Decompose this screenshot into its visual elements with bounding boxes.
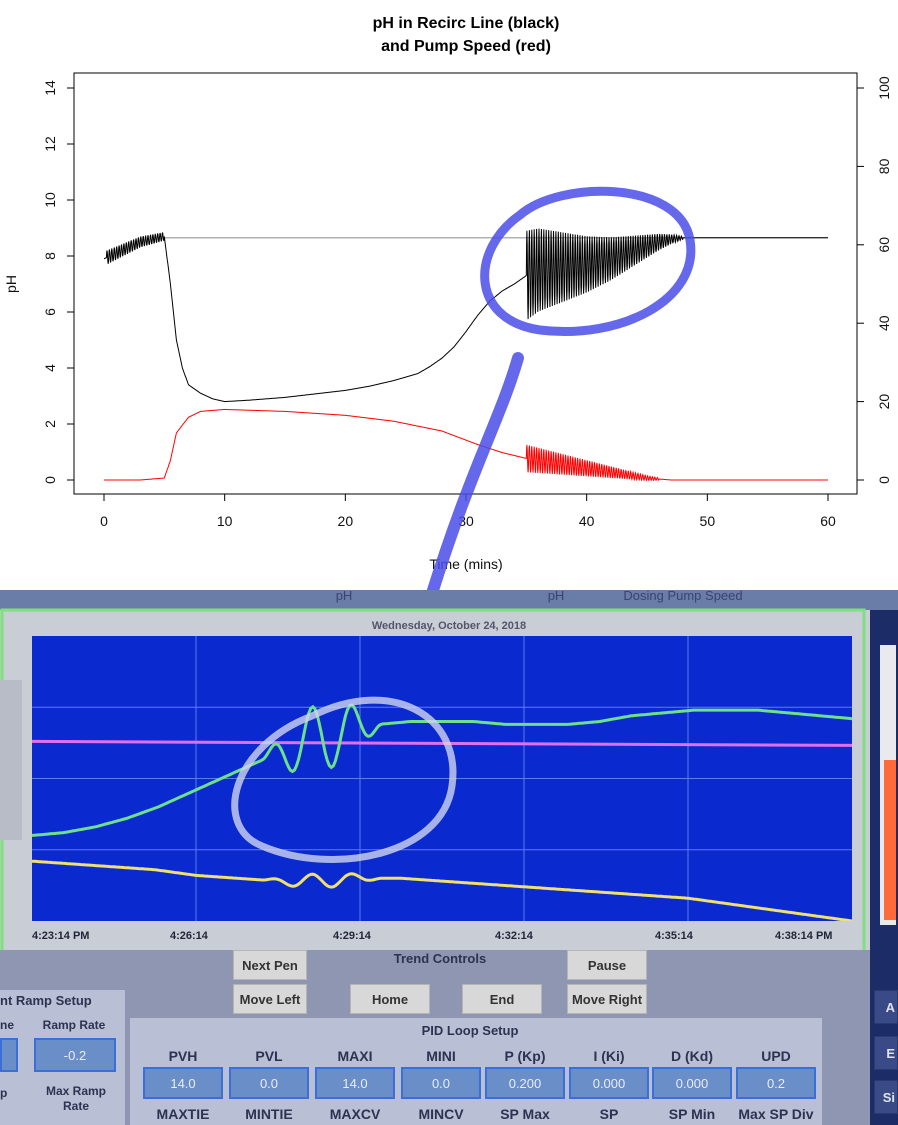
move-left-button[interactable]: Move Left <box>233 984 307 1014</box>
x-tick-label: 60 <box>820 513 836 529</box>
chart-svg: pH in Recirc Line (black) and Pump Speed… <box>3 15 892 606</box>
trend-time-label: 4:29:14 <box>333 930 371 942</box>
ramp-col1-field[interactable] <box>0 1038 18 1072</box>
pid-value-field[interactable]: 14.0 <box>143 1067 223 1099</box>
ph-pen-line <box>32 703 852 837</box>
x-tick-label: 0 <box>100 513 108 529</box>
annotation-circle <box>480 186 696 336</box>
pid-value-field[interactable]: 0.200 <box>485 1067 565 1099</box>
x-tick-label: 20 <box>338 513 354 529</box>
pid-value-field[interactable]: 0.000 <box>569 1067 649 1099</box>
chart-title-line2: and Pump Speed (red) <box>381 38 551 55</box>
trend-time-label: 4:38:14 PM <box>775 930 833 942</box>
y-left-tick-label: 4 <box>42 364 58 372</box>
header-ph-label-2: pH <box>547 590 565 603</box>
y-axis-right: 0 20 40 60 80 100 <box>857 76 892 484</box>
ramp-rate-field[interactable]: -0.2 <box>34 1038 116 1072</box>
trend-time-label: 4:26:14 <box>170 930 208 942</box>
y-axis-left: 0 2 4 6 8 10 12 14 <box>42 80 74 484</box>
annotation-arrow <box>424 352 524 606</box>
y-left-tick-label: 12 <box>42 136 58 152</box>
x-axis: 0 10 20 30 40 50 60 <box>100 494 836 529</box>
pid-value-field[interactable]: 14.0 <box>315 1067 395 1099</box>
ph-pump-chart: pH in Recirc Line (black) and Pump Speed… <box>3 15 892 606</box>
ramp-p-label: p <box>0 1086 8 1100</box>
y-left-tick-label: 0 <box>42 476 58 484</box>
right-edge-button-a[interactable]: A <box>874 990 898 1024</box>
trend-plot <box>32 636 852 921</box>
y-right-tick-label: 60 <box>876 237 892 253</box>
x-tick-label: 50 <box>700 513 716 529</box>
pid-label: Max SP Div <box>738 1106 814 1122</box>
pid-label: MAXTIE <box>156 1106 210 1122</box>
right-edge-button-e[interactable]: E <box>874 1036 898 1070</box>
max-ramp-rate-label: Max Ramp Rate <box>45 1084 107 1113</box>
home-button[interactable]: Home <box>350 984 430 1014</box>
setpoint-pen-line <box>32 739 852 747</box>
pid-label: SP Max <box>500 1106 550 1122</box>
y-right-tick-label: 100 <box>876 76 892 100</box>
pid-label: PVL <box>255 1048 283 1064</box>
chart-title-line1: pH in Recirc Line (black) <box>373 15 560 32</box>
move-right-button[interactable]: Move Right <box>567 984 647 1014</box>
y-right-tick-label: 80 <box>876 158 892 174</box>
trend-date: Wednesday, October 24, 2018 <box>371 620 527 632</box>
y-left-tick-label: 6 <box>42 308 58 316</box>
y-axis-label: pH <box>3 275 19 293</box>
ramp-rate-label: Ramp Rate <box>42 1018 106 1032</box>
pump-speed-series-line <box>104 408 828 482</box>
trend-time-label: 4:23:14 PM <box>32 930 90 942</box>
trend-time-label: 4:35:14 <box>655 930 693 942</box>
header-pump-speed-label: Dosing Pump Speed <box>623 590 743 603</box>
pid-label: D (Kd) <box>671 1048 713 1064</box>
pump-speed-pen-line <box>32 859 852 921</box>
pid-label: MINTIE <box>245 1106 293 1122</box>
y-right-tick-label: 0 <box>876 476 892 484</box>
pid-label: SP Min <box>668 1106 716 1122</box>
plot-frame <box>73 72 858 495</box>
pid-label: P (Kp) <box>504 1048 546 1064</box>
pid-label: MAXCV <box>329 1106 381 1122</box>
trend-grid <box>32 636 852 921</box>
pid-label: I (Ki) <box>593 1048 625 1064</box>
pid-label: MAXI <box>337 1048 373 1064</box>
y-left-tick-label: 2 <box>42 420 58 428</box>
trend-time-label: 4:32:14 <box>495 930 533 942</box>
end-button[interactable]: End <box>462 984 542 1014</box>
ramp-setup-title: nt Ramp Setup <box>0 993 92 1008</box>
pid-value-field[interactable]: 0.0 <box>229 1067 309 1099</box>
pid-label: PVH <box>168 1048 198 1064</box>
pid-label: SP <box>599 1106 619 1122</box>
y-left-tick-label: 14 <box>42 80 58 96</box>
annotation-circle-hmi <box>231 696 457 863</box>
pid-value-field[interactable]: 0.2 <box>736 1067 816 1099</box>
hmi-photo: pH pH Dosing Pump Speed Wednesday, Octob… <box>0 590 898 1125</box>
pid-label: MINI <box>426 1048 456 1064</box>
x-tick-label: 10 <box>217 513 233 529</box>
pid-value-field[interactable]: 0.000 <box>652 1067 732 1099</box>
y-left-tick-label: 8 <box>42 252 58 260</box>
y-right-tick-label: 20 <box>876 394 892 410</box>
pause-button[interactable]: Pause <box>567 950 647 980</box>
y-right-tick-label: 40 <box>876 315 892 331</box>
ph-series-line <box>103 228 828 403</box>
pid-setup-title: PID Loop Setup <box>421 1023 519 1038</box>
next-pen-button[interactable]: Next Pen <box>233 950 307 980</box>
trend-controls-title: Trend Controls <box>393 951 487 966</box>
ramp-col1-label: ne <box>0 1018 15 1032</box>
x-tick-label: 40 <box>579 513 595 529</box>
pid-value-field[interactable]: 0.0 <box>401 1067 481 1099</box>
pid-label: UPD <box>761 1048 791 1064</box>
pid-label: MINCV <box>418 1106 464 1122</box>
header-ph-label: pH <box>335 590 353 603</box>
right-edge-button-si[interactable]: Si <box>874 1080 898 1114</box>
y-left-tick-label: 10 <box>42 192 58 208</box>
